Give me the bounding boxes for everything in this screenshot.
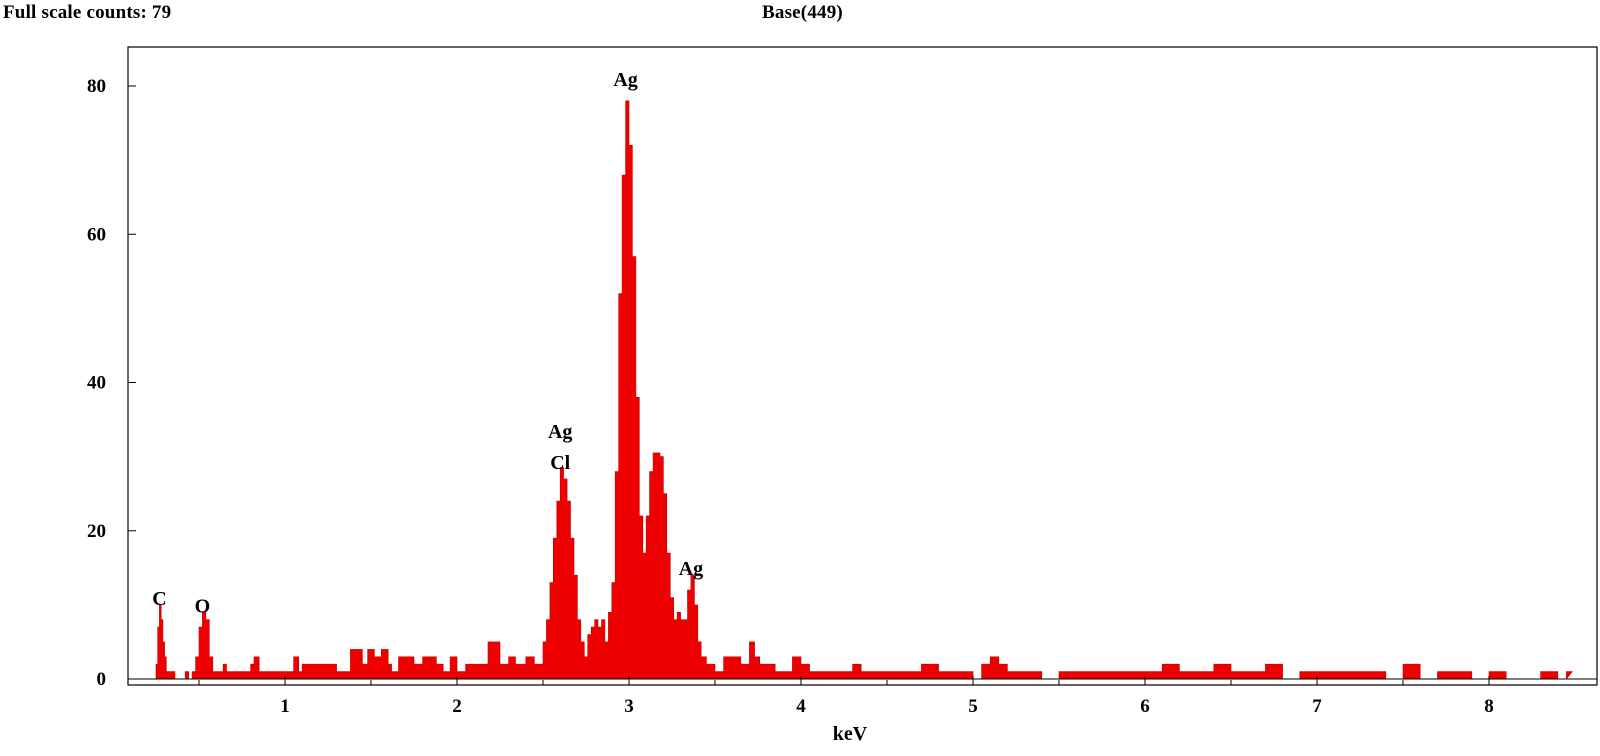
x-tick-label: 2 xyxy=(452,696,462,717)
x-tick-label: 6 xyxy=(1140,696,1150,717)
peak-label-ag: Ag xyxy=(548,421,572,443)
plot-frame xyxy=(127,46,1598,686)
y-tick-label: 20 xyxy=(87,521,106,542)
peak-label-o: O xyxy=(195,595,211,617)
label-layer: C O Ag Cl Ag Ag xyxy=(152,69,703,617)
peak-label-cl: Cl xyxy=(550,452,570,474)
full-scale-counts-label: Full scale counts: 79 xyxy=(3,2,172,23)
y-tick-label: 60 xyxy=(87,224,106,245)
base-label: Base(449) xyxy=(762,2,843,23)
x-tick-label: 5 xyxy=(968,696,978,717)
x-axis-title: keV xyxy=(833,723,868,745)
peak-label-ag: Ag xyxy=(613,69,637,91)
x-tick-label: 8 xyxy=(1484,696,1494,717)
spectrum-layer xyxy=(154,100,1574,680)
axis-layer: 0 20 40 60 80 1 2 3 4 5 6 7 8 xyxy=(87,76,1597,717)
x-tick-label: 1 xyxy=(280,696,290,717)
y-tick-label: 0 xyxy=(97,669,107,690)
y-tick-label: 40 xyxy=(87,373,106,394)
x-tick-label: 7 xyxy=(1312,696,1322,717)
spectrum-area xyxy=(154,100,1574,680)
x-tick-label: 4 xyxy=(796,696,806,717)
y-tick-label: 80 xyxy=(87,76,106,97)
peak-label-c: C xyxy=(152,588,166,610)
x-tick-label: 3 xyxy=(624,696,634,717)
peak-label-ag: Ag xyxy=(679,558,703,580)
